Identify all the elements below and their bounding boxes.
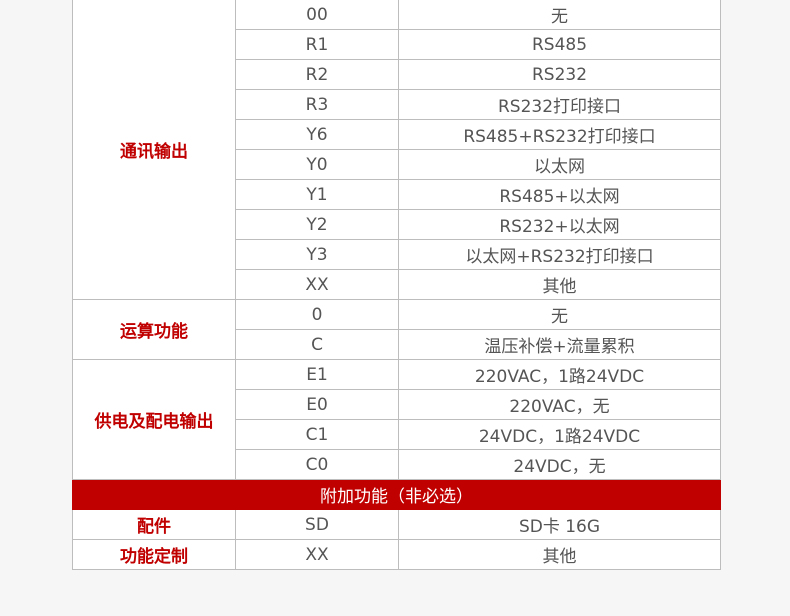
code-cell: Y3 — [235, 239, 399, 270]
table-row: 供电及配电输出 E1 220VAC，1路24VDC — [72, 359, 721, 480]
section-header-row: 附加功能（非必选） — [72, 479, 721, 510]
description-cell: 以太网+RS232打印接口 — [398, 239, 721, 270]
code-cell: SD — [235, 509, 399, 540]
code-cell: Y1 — [235, 179, 399, 210]
description-cell: 220VAC，无 — [398, 389, 721, 420]
code-cell: 00 — [235, 0, 399, 30]
category-cell: 通讯输出 — [72, 0, 236, 300]
table-row: 功能定制 XX 其他 — [72, 539, 721, 570]
table-row: 通讯输出 00 无 — [72, 0, 721, 300]
code-cell: E0 — [235, 389, 399, 420]
table-row: 运算功能 0 无 — [72, 299, 721, 360]
section-header: 附加功能（非必选） — [72, 479, 721, 510]
description-cell: 无 — [398, 299, 721, 330]
code-cell: Y0 — [235, 149, 399, 180]
code-cell: C — [235, 329, 399, 360]
description-cell: 其他 — [398, 539, 721, 570]
description-cell: RS485 — [398, 29, 721, 60]
table-row: 配件 SD SD卡 16G — [72, 509, 721, 540]
description-cell: 温压补偿+流量累积 — [398, 329, 721, 360]
code-cell: Y2 — [235, 209, 399, 240]
code-cell: R2 — [235, 59, 399, 90]
description-cell: SD卡 16G — [398, 509, 721, 540]
table-row: R3 RS232打印接口 — [73, 89, 721, 120]
code-cell: E1 — [235, 359, 399, 390]
description-cell: 220VAC，1路24VDC — [398, 359, 721, 390]
table-row: Y6 RS485+RS232打印接口 — [73, 119, 721, 150]
description-cell: RS485+RS232打印接口 — [398, 119, 721, 150]
table-row: Y3 以太网+RS232打印接口 — [73, 239, 721, 270]
description-cell: 其他 — [398, 269, 721, 300]
category-cell: 供电及配电输出 — [72, 359, 236, 480]
code-cell: XX — [235, 539, 399, 570]
table-row: R1 RS485 — [73, 29, 721, 60]
category-cell: 功能定制 — [72, 539, 236, 570]
code-cell: R1 — [235, 29, 399, 60]
description-cell: 24VDC，1路24VDC — [398, 419, 721, 450]
description-cell: RS232+以太网 — [398, 209, 721, 240]
table-row: Y1 RS485+以太网 — [73, 179, 721, 210]
category-cell: 配件 — [72, 509, 236, 540]
code-cell: Y6 — [235, 119, 399, 150]
table-row: Y0 以太网 — [73, 149, 721, 180]
description-cell: RS485+以太网 — [398, 179, 721, 210]
category-cell: 运算功能 — [72, 299, 236, 360]
table-row: C 温压补偿+流量累积 — [73, 329, 721, 360]
model-selection-table: 通讯输出 00 无 R1 RS485 R2 RS232 R3 RS232打印接口 Y6 RS485+… — [72, 0, 721, 570]
code-cell: 0 — [235, 299, 399, 330]
code-cell: R3 — [235, 89, 399, 120]
code-cell: XX — [235, 269, 399, 300]
code-cell: C1 — [235, 419, 399, 450]
description-cell: RS232 — [398, 59, 721, 90]
description-cell: 以太网 — [398, 149, 721, 180]
table-row: C1 24VDC，1路24VDC — [73, 419, 721, 450]
table-row: Y2 RS232+以太网 — [73, 209, 721, 240]
code-cell: C0 — [235, 449, 399, 480]
table-row: R2 RS232 — [73, 59, 721, 90]
description-cell: RS232打印接口 — [398, 89, 721, 120]
description-cell: 24VDC，无 — [398, 449, 721, 480]
description-cell: 无 — [398, 0, 721, 30]
